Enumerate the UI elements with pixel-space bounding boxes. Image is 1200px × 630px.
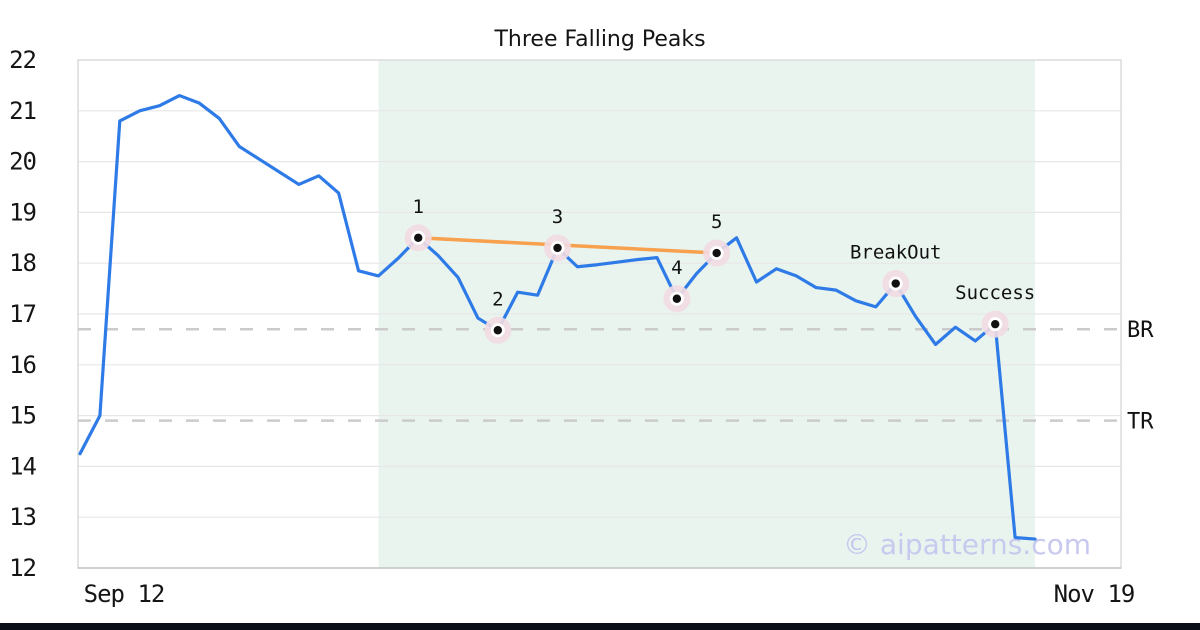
marker-dot [712,248,721,258]
x-tick-label-end: Nov 19 [1054,580,1135,608]
chart-background-layer [77,59,1122,569]
marker-label-Success: Success [955,282,1035,304]
y-tick-label: 21 [9,97,36,125]
y-tick-label: 15 [9,402,36,430]
marker-label-3: 3 [552,206,563,228]
x-tick-label-start: Sep 12 [84,580,165,608]
y-tick-label: 19 [9,198,36,226]
marker-label-5: 5 [711,211,722,233]
marker-dot [672,294,682,303]
watermark: © aipatterns.com [843,528,1091,561]
y-tick-label: 14 [9,452,36,480]
y-tick-label: 12 [9,554,36,582]
chart-foreground-layer: BRTR121314151617181920212212345BreakOutS… [9,46,1154,582]
marker-label-1: 1 [413,196,424,218]
marker-label-2: 2 [492,288,503,310]
reference-label-BR: BR [1127,318,1154,343]
y-tick-label: 13 [9,503,36,531]
marker-dot [991,319,1000,329]
marker-label-BreakOut: BreakOut [850,242,942,264]
marker-dot [493,326,503,335]
marker-dot [414,233,423,242]
reference-label-TR: TR [1127,410,1154,435]
y-tick-label: 20 [9,148,36,176]
y-tick-label: 18 [9,249,36,277]
y-tick-label: 22 [9,46,36,74]
marker-dot [553,243,562,253]
chart-title: Three Falling Peaks [494,27,706,52]
marker-label-4: 4 [671,257,682,279]
y-tick-label: 16 [9,351,36,379]
y-tick-label: 17 [9,300,36,328]
marker-dot [891,279,900,288]
footer-bar [0,623,1200,630]
